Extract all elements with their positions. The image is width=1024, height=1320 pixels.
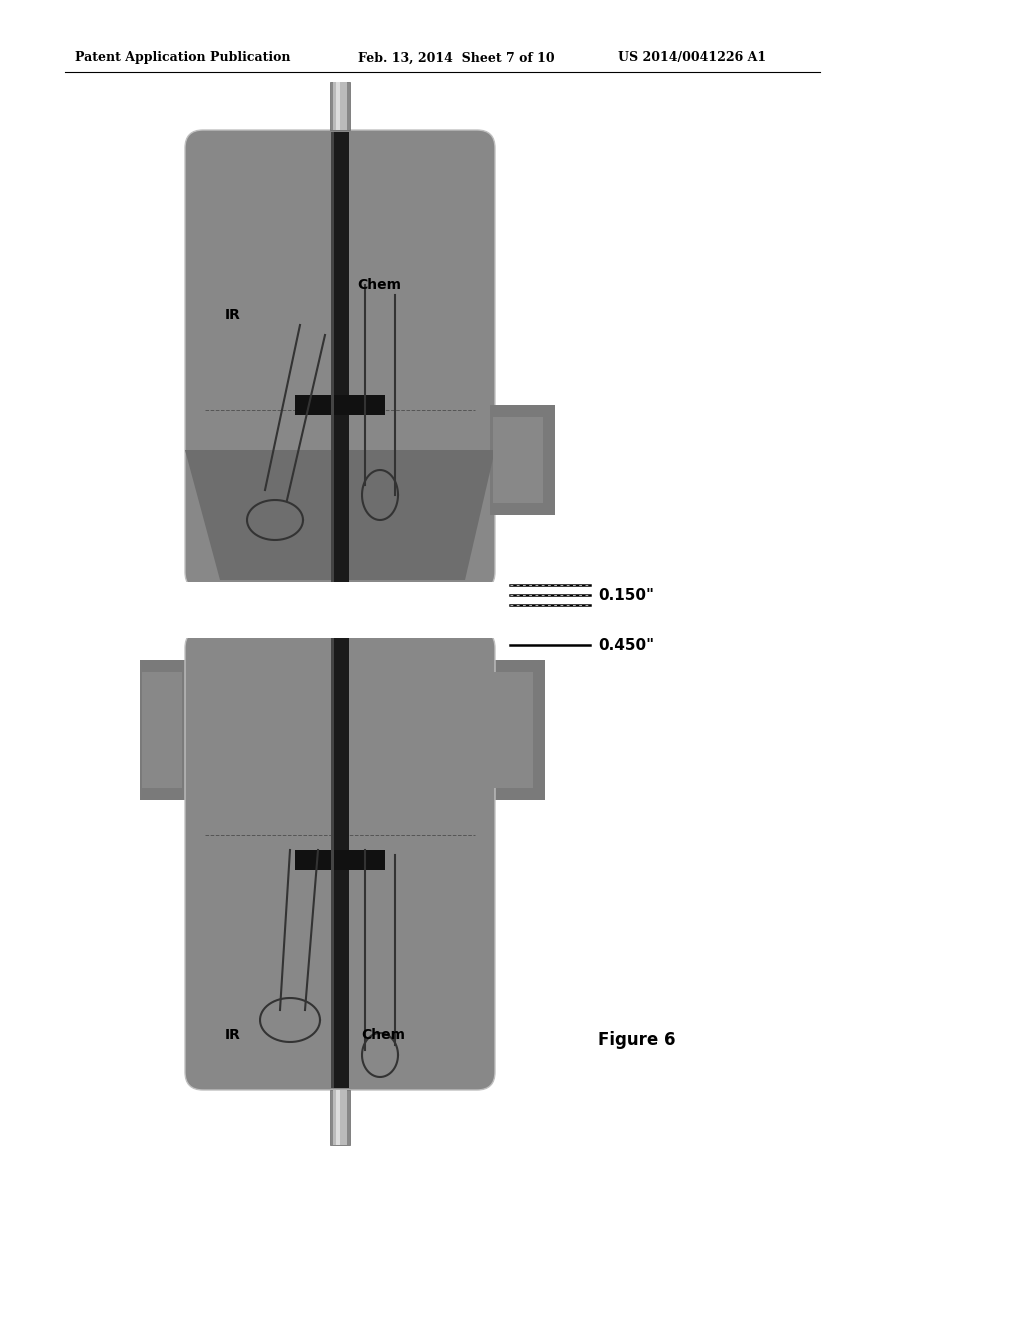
Bar xyxy=(490,405,555,515)
Bar xyxy=(295,850,385,870)
Polygon shape xyxy=(185,450,495,579)
Bar xyxy=(331,132,349,587)
Text: 0.150": 0.150" xyxy=(598,587,654,602)
FancyBboxPatch shape xyxy=(185,129,495,590)
Bar xyxy=(333,82,347,129)
Bar xyxy=(336,82,340,129)
Bar xyxy=(336,1090,340,1144)
Text: 0.450": 0.450" xyxy=(598,638,654,652)
Bar xyxy=(490,660,545,800)
Text: Patent Application Publication: Patent Application Publication xyxy=(75,51,291,65)
Bar xyxy=(105,582,575,638)
Text: IR: IR xyxy=(225,308,241,322)
Bar xyxy=(493,672,534,788)
Bar xyxy=(331,632,334,1088)
Text: Feb. 13, 2014  Sheet 7 of 10: Feb. 13, 2014 Sheet 7 of 10 xyxy=(358,51,555,65)
Bar xyxy=(331,632,349,1088)
Text: Chem: Chem xyxy=(357,279,401,292)
Bar xyxy=(333,1090,347,1144)
Text: US 2014/0041226 A1: US 2014/0041226 A1 xyxy=(618,51,766,65)
FancyBboxPatch shape xyxy=(185,129,495,590)
Bar xyxy=(330,82,350,129)
Text: Figure 6: Figure 6 xyxy=(598,1031,676,1049)
Bar xyxy=(142,672,182,788)
FancyBboxPatch shape xyxy=(185,630,495,1090)
Bar xyxy=(493,417,543,503)
Bar xyxy=(140,660,195,800)
Bar xyxy=(295,395,385,414)
Text: Chem: Chem xyxy=(361,1028,406,1041)
Text: IR: IR xyxy=(225,1028,241,1041)
FancyBboxPatch shape xyxy=(185,630,495,1090)
Bar xyxy=(331,132,334,587)
Bar xyxy=(330,1090,350,1144)
